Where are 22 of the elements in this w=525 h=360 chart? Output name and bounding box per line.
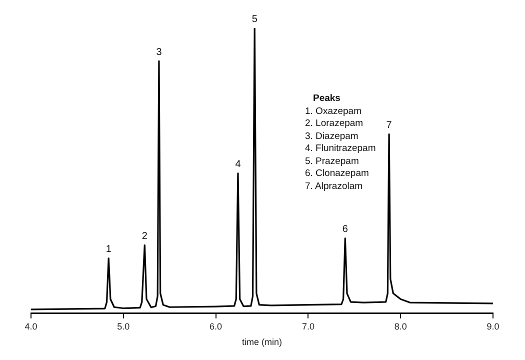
- annotation: 6. Clonazepam: [305, 168, 370, 180]
- annotation: 1: [106, 244, 112, 256]
- annotation: 5. Prazepam: [305, 156, 360, 168]
- annotation: 3. Diazepam: [305, 130, 360, 143]
- annotation: 5: [252, 14, 258, 25]
- legend-title: Peaks: [312, 93, 342, 106]
- annotation: 7: [386, 120, 392, 131]
- x-axis-title: time (min): [242, 337, 282, 348]
- x-tick-label: 7.0: [302, 321, 314, 332]
- annotation: 2: [142, 230, 148, 242]
- annotation: 2. Lorazepam: [305, 118, 364, 130]
- x-tick-label: 4.0: [24, 321, 38, 332]
- annotation: 7. Alprazolam: [305, 180, 364, 193]
- annotation: 6: [342, 224, 348, 236]
- annotation: 4. Flunitrazepam: [305, 143, 376, 156]
- annotation: 4: [235, 159, 242, 170]
- x-tick-label: 6.0: [210, 321, 222, 332]
- x-tick-label: 9.0: [486, 321, 500, 332]
- annotation: 1. Oxazepam: [305, 106, 362, 118]
- x-tick-label: 8.0: [394, 321, 407, 332]
- x-tick-label: 5.0: [117, 321, 130, 332]
- annotation: 3: [156, 46, 162, 58]
